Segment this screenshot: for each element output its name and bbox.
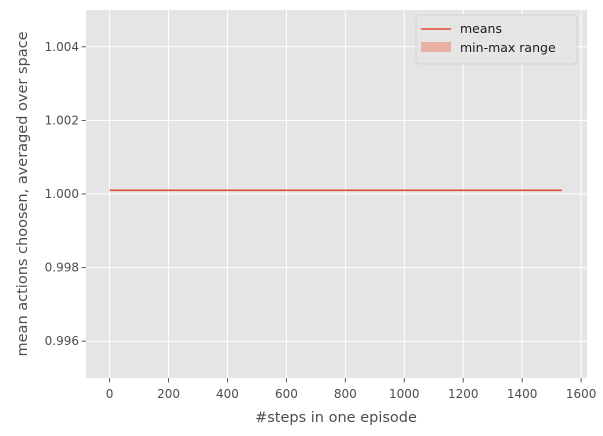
y-axis-label: mean actions choosen, averaged over spac… [15, 31, 31, 356]
x-tick-label: 800 [334, 387, 357, 401]
y-grid [86, 46, 587, 342]
x-tick-label: 1000 [389, 387, 420, 401]
x-tick-label: 400 [216, 387, 239, 401]
x-axis-label: #steps in one episode [255, 410, 417, 426]
y-tick-label: 1.004 [45, 40, 79, 54]
x-tick-label: 1200 [448, 387, 479, 401]
y-tick-label: 1.002 [45, 113, 79, 127]
y-tick-label: 1.000 [45, 187, 79, 201]
y-tick-label: 0.996 [45, 334, 79, 348]
legend-label-min-max-range: min-max range [460, 40, 556, 55]
x-axis-ticks: 0 200 400 600 800 1000 1200 1400 1600 [106, 378, 597, 401]
x-tick-label: 200 [157, 387, 180, 401]
x-tick-label: 1400 [507, 387, 538, 401]
x-tick-label: 600 [275, 387, 298, 401]
legend: means min-max range [415, 14, 578, 65]
y-axis-ticks: 0.996 0.998 1.000 1.002 1.004 [45, 40, 86, 348]
y-tick-label: 0.998 [45, 261, 79, 275]
legend-swatch-min-max-range [421, 42, 451, 52]
x-tick-label: 0 [106, 387, 114, 401]
x-tick-label: 1600 [566, 387, 597, 401]
legend-label-means: means [460, 21, 502, 36]
legend-box [415, 14, 578, 65]
